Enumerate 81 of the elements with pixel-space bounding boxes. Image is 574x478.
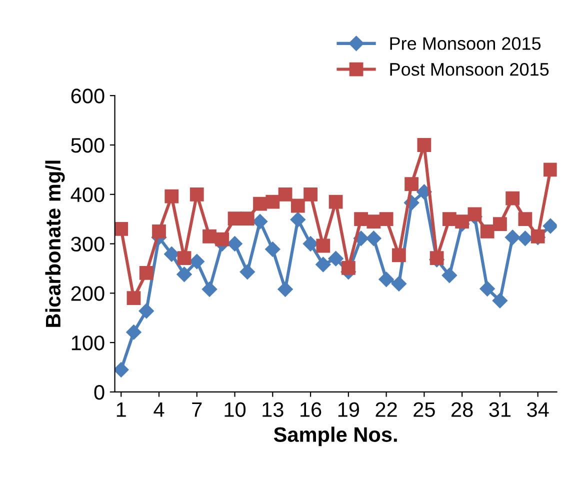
point [265,242,280,257]
point [202,282,218,297]
point [278,282,293,297]
x-tick-label: 10 [224,402,246,417]
point [505,230,520,245]
x-tick-label: 28 [452,402,473,417]
point [542,218,557,234]
point [492,293,508,308]
point [290,198,305,213]
point [480,224,494,238]
point [391,276,406,292]
point [139,266,154,280]
point [227,236,242,252]
point [392,248,406,262]
y-tick-label: 0 [94,384,104,400]
point [354,212,368,226]
x-tick-label: 1 [116,402,126,417]
x-tick-label: 19 [338,402,360,417]
point [290,212,306,228]
point [189,254,204,270]
point [266,194,280,209]
point [253,196,267,211]
point [404,177,419,191]
point [493,217,507,231]
point [328,251,344,266]
y-tick-label: 500 [71,138,104,153]
point [126,324,142,340]
point [126,291,141,306]
x-tick-label: 16 [300,402,322,417]
x-tick-label: 34 [527,402,549,417]
point [379,212,394,226]
x-tick-label: 22 [376,402,397,417]
point [544,162,557,177]
x-tick-label: 25 [414,402,435,417]
point [366,230,382,246]
point [442,212,456,226]
point [177,251,192,266]
legend-label: Pre Monsoon 2015 [390,37,541,50]
point [518,230,533,246]
point [278,187,292,202]
point [190,187,204,202]
point [304,187,318,202]
point [518,212,532,226]
point [138,303,154,319]
point [240,212,254,226]
point [228,212,242,226]
point [164,189,179,204]
point [176,266,192,282]
point [341,261,356,275]
y-tick-label: 400 [70,187,104,202]
point [202,229,216,244]
x-tick-label: 31 [489,402,511,417]
point [252,214,268,230]
point [316,256,331,272]
point [114,222,128,236]
point [442,268,458,283]
point [152,224,166,238]
point [328,194,343,209]
point [114,362,129,378]
y-tick-label: 200 [71,286,104,301]
point [468,207,482,222]
x-axis-title: Sample Nos. [274,426,397,446]
point [302,236,318,252]
point [378,272,394,287]
x-tick-label: 4 [154,402,164,417]
point [480,281,495,296]
y-axis-title: Bicarbonate mg/l [45,160,65,327]
y-tick-label: 600 [71,88,104,104]
point [506,191,520,206]
y-tick-label: 100 [72,336,104,350]
point [164,246,180,262]
point [455,214,470,228]
point [240,264,255,280]
x-tick-label: 7 [192,402,202,417]
point [215,232,230,246]
legend-label: Post Monsoon 2015 [390,62,549,76]
point [417,138,432,152]
y-tick-label: 300 [71,236,104,252]
point [316,238,330,253]
x-tick-label: 13 [262,402,284,417]
point [366,214,381,228]
